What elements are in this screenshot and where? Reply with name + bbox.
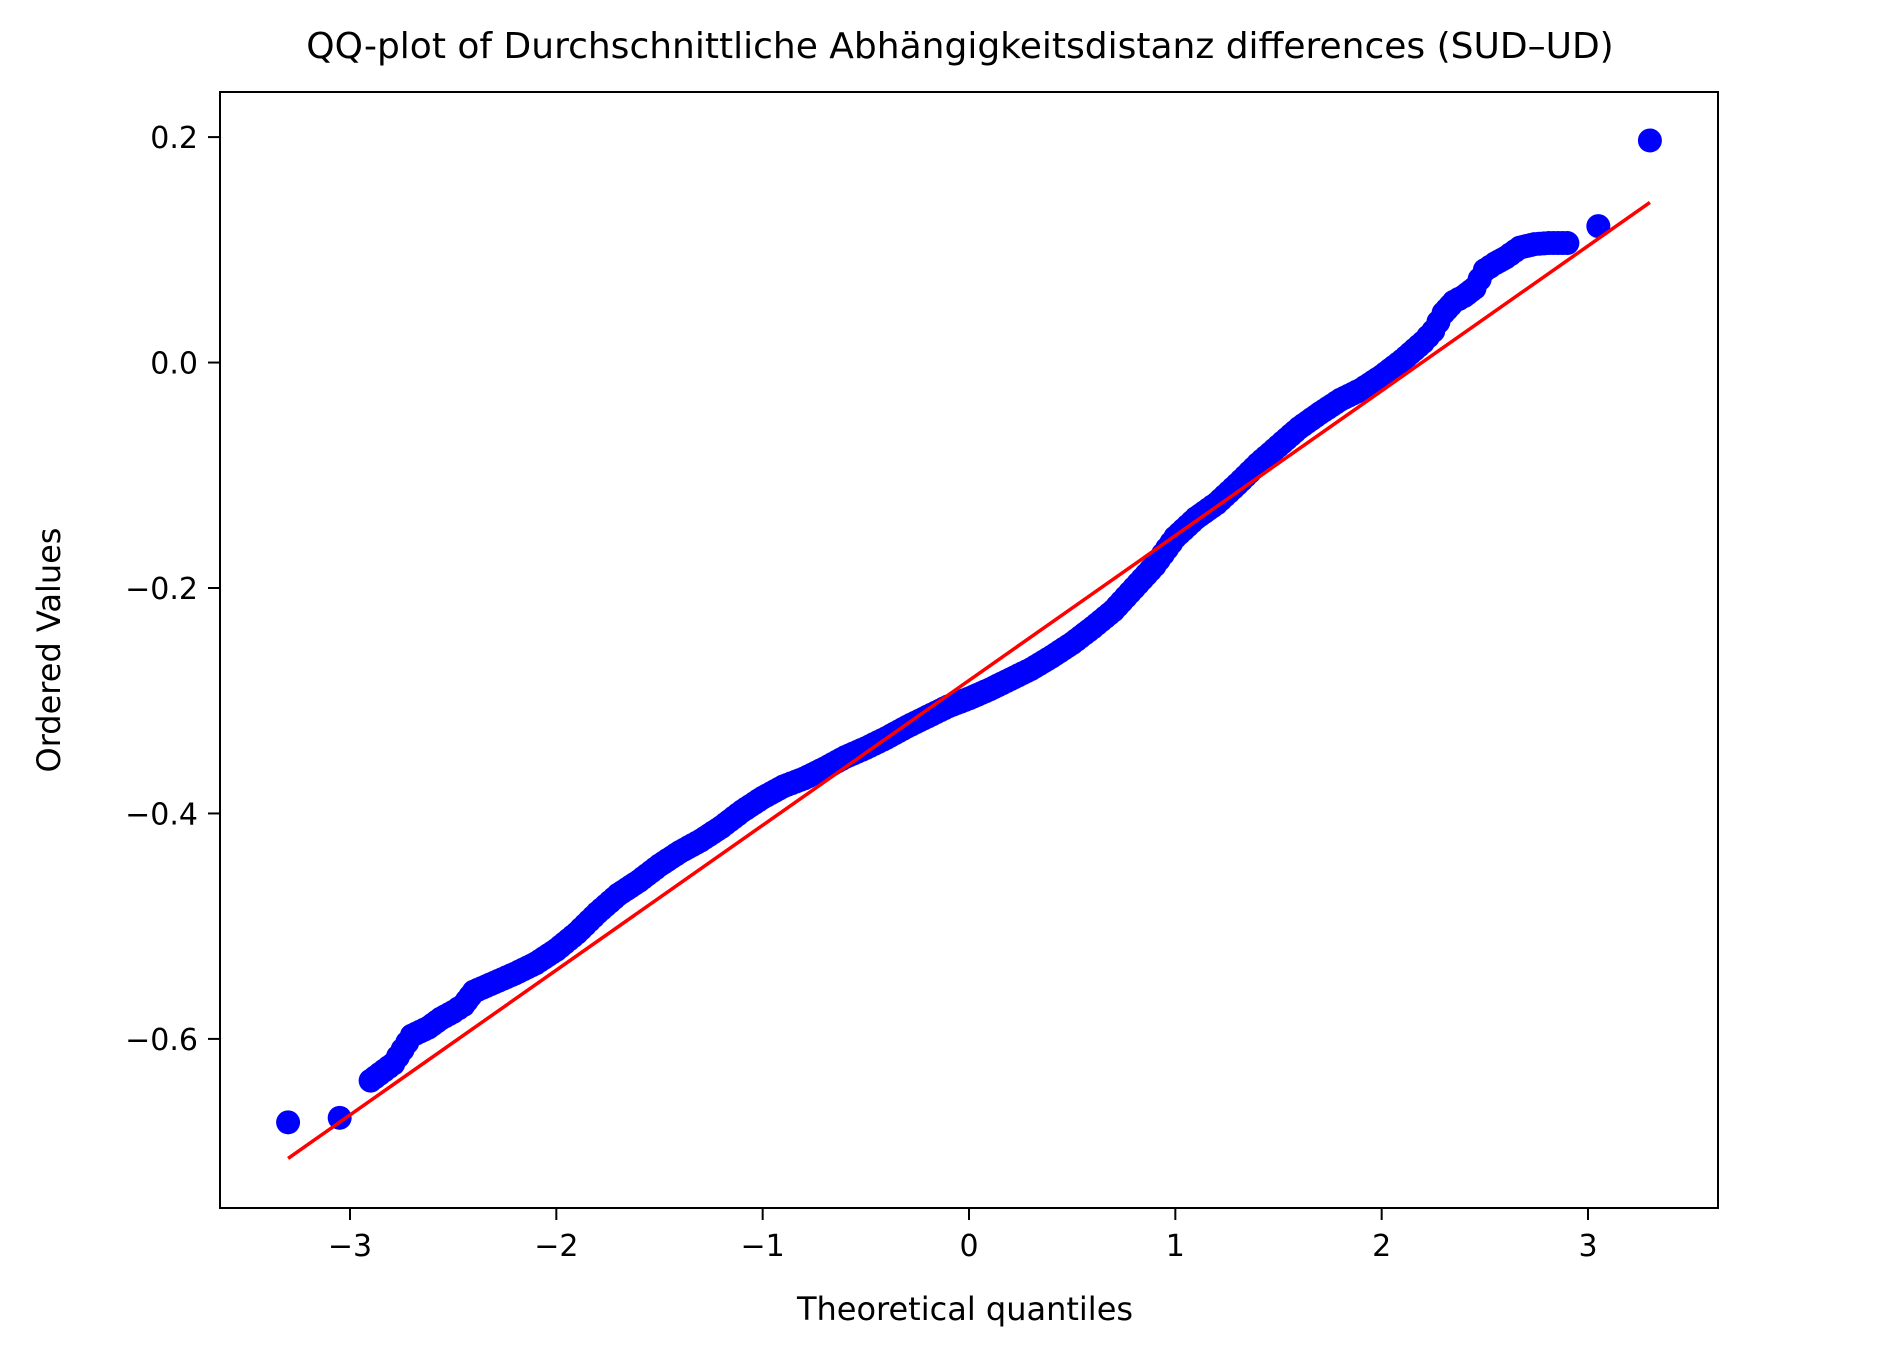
x-tick-label: 3 <box>1578 1229 1597 1264</box>
data-point <box>1555 231 1580 256</box>
chart-title: QQ-plot of Durchschnittliche Abhängigkei… <box>306 26 1613 67</box>
data-points-layer <box>276 128 1662 1135</box>
data-point <box>1586 214 1611 239</box>
y-tick-label: 0.0 <box>150 347 198 382</box>
data-point <box>327 1105 352 1130</box>
fit-line <box>287 201 1651 1160</box>
y-tick-label: −0.2 <box>125 572 198 607</box>
data-point <box>1637 128 1662 153</box>
x-tick-label: −1 <box>741 1229 785 1264</box>
fit-line-layer <box>287 201 1651 1160</box>
data-point <box>276 1110 301 1135</box>
x-axis-ticks: −3 −2 −1 0 1 2 3 <box>328 1208 1598 1264</box>
x-tick-label: 1 <box>1166 1229 1185 1264</box>
x-axis-label: Theoretical quantiles <box>796 1290 1133 1328</box>
y-axis-ticks: −0.6 −0.4 −0.2 0.0 0.2 <box>125 121 220 1058</box>
y-tick-label: −0.4 <box>125 797 198 832</box>
x-tick-label: −3 <box>328 1229 372 1264</box>
x-tick-label: 2 <box>1372 1229 1391 1264</box>
x-tick-label: −2 <box>534 1229 578 1264</box>
y-tick-label: −0.6 <box>125 1023 198 1058</box>
x-tick-label: 0 <box>959 1229 978 1264</box>
y-tick-label: 0.2 <box>150 121 198 156</box>
y-axis-label: Ordered Values <box>30 528 68 773</box>
